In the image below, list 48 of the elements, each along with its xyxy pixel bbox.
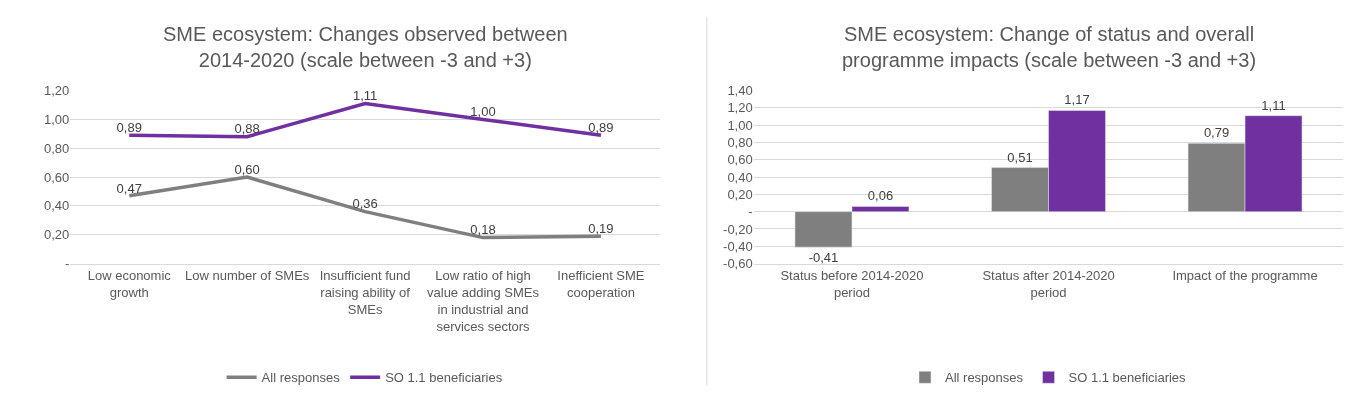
- data-label: -0,41: [808, 250, 839, 266]
- chart-title: SME ecosystem: Change of status and overall programme impacts (scale between -3 and +3): [842, 23, 1257, 71]
- y-tick-label: 0,20: [727, 186, 753, 202]
- x-tick-label: Impact of the programme: [1172, 268, 1318, 284]
- y-tick-label: 1,20: [727, 100, 753, 116]
- y-tick-label: 1,20: [43, 83, 70, 99]
- legend-label: SO 1.1 beneficiaries: [1068, 370, 1187, 386]
- legend-label: SO 1.1 beneficiaries: [385, 370, 503, 386]
- y-tick-label: 1,40: [727, 83, 753, 99]
- y-tick-label: 0,40: [727, 169, 753, 185]
- x-tick-label: Low economic growth: [87, 268, 172, 301]
- x-tick-label: Insufficient fund raising ability of SMEs: [319, 268, 411, 317]
- data-label: 0,19: [588, 220, 614, 236]
- data-label: 0,47: [116, 180, 142, 196]
- y-tick-label: 1,00: [43, 111, 70, 127]
- data-label: 1,11: [1261, 97, 1286, 113]
- chart-title: SME ecosystem: Changes observed between 2014-2020 (scale between -3 and +3): [163, 23, 568, 71]
- y-tick-label: 0,60: [43, 169, 70, 185]
- data-label: 1,17: [1064, 92, 1090, 108]
- data-label: 1,11: [352, 88, 378, 104]
- data-label: 0,18: [470, 222, 496, 238]
- y-tick-label: -0,20: [723, 221, 753, 237]
- y-tick-label: 1,00: [727, 117, 753, 133]
- data-label: 0,36: [352, 196, 378, 212]
- y-tick-label: -0,40: [723, 238, 753, 254]
- x-tick-label: Low ratio of high value adding SMEs in industrial and services sectors: [427, 268, 540, 334]
- y-tick-label: -: [64, 256, 70, 272]
- x-tick-label: Status after 2014-2020 period: [982, 268, 1115, 301]
- data-label: 0,89: [588, 120, 614, 136]
- data-label: 0,51: [1007, 149, 1033, 165]
- legend-label: All responses: [945, 370, 1024, 386]
- data-label: 1,00: [470, 104, 496, 120]
- y-tick-label: 0,80: [43, 140, 70, 156]
- data-label: 0,89: [116, 120, 142, 136]
- legend-label: All responses: [261, 370, 341, 386]
- data-label: 0,06: [867, 188, 894, 204]
- data-label: 0,60: [234, 161, 260, 177]
- x-tick-label: Inefficient SME cooperation: [557, 268, 645, 301]
- y-tick-label: 0,20: [43, 227, 70, 243]
- y-tick-label: 0,60: [727, 152, 753, 168]
- data-label: 0,79: [1203, 125, 1230, 141]
- x-tick-label: Status before 2014-2020 period: [780, 268, 924, 301]
- y-tick-label: -0,60: [723, 256, 753, 272]
- y-tick-label: -: [748, 204, 753, 220]
- y-tick-label: 0,80: [727, 135, 753, 151]
- x-tick-label: Low number of SMEs: [185, 268, 310, 284]
- y-tick-label: 0,40: [43, 198, 70, 214]
- data-label: 0,88: [234, 121, 260, 137]
